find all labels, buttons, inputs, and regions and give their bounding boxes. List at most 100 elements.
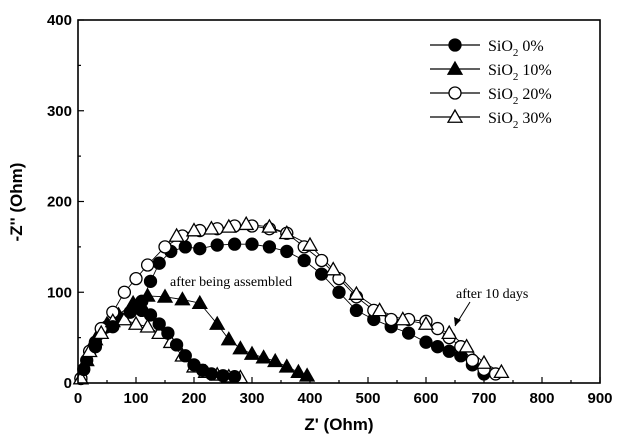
data-point-series-3 [127,315,145,330]
data-point-series-4 [77,362,91,377]
data-point-series-0 [314,267,329,281]
data-point-series-5 [238,215,255,231]
legend-marker [446,108,464,123]
data-point-series-0 [152,256,166,270]
annotation-10-days: after 10 days [456,287,528,302]
legend-label: SiO2 30% [488,110,552,131]
data-point-series-1 [209,315,226,330]
x-tick-label: 200 [181,390,206,407]
y-tick-label: 200 [47,194,72,211]
data-point-series-3 [93,324,110,339]
data-point-series-2 [430,321,445,336]
data-point-series-4 [161,326,175,340]
data-point-series-5 [278,224,295,240]
data-point-series-2 [129,271,143,286]
data-point-series-5 [475,354,493,369]
x-tick-label: 100 [123,390,148,407]
x-tick-label: 700 [471,390,496,407]
data-point-series-1 [298,367,316,382]
data-point-series-1 [156,288,174,303]
annotation-arrowhead [454,317,461,326]
data-point-series-5 [203,220,220,235]
data-point-series-0 [349,303,364,318]
data-point-series-0 [419,335,433,349]
data-point-series-5 [458,338,475,353]
y-tick-label: 0 [64,375,72,392]
data-point-series-2 [384,312,398,327]
data-point-series-0 [245,237,259,251]
data-point-series-5 [348,285,365,300]
data-point-series-4 [106,320,120,334]
data-point-series-5 [371,302,388,317]
data-point-series-1 [139,287,156,302]
data-point-series-2 [117,285,132,299]
data-point-series-2 [465,353,480,367]
data-point-series-1 [220,331,237,346]
data-point-series-4 [227,369,242,384]
plot-frame [77,19,601,384]
data-point-series-5 [325,261,342,276]
x-tick-label: 0 [74,390,82,407]
data-point-series-3 [116,311,133,326]
data-point-series-1 [290,363,307,379]
data-point-series-0 [442,344,456,358]
data-point-series-0 [332,285,346,299]
data-point-series-2 [140,258,155,272]
data-points [72,215,510,386]
legend: SiO2 0% SiO2 10% SiO2 20% SiO2 30% [430,38,552,131]
data-point-series-0 [143,274,158,289]
legend-label: SiO2 20% [488,86,552,107]
legend-marker [448,86,462,100]
data-point-series-1 [267,352,284,368]
data-point-series-1 [191,294,208,310]
data-point-series-2 [314,253,329,268]
data-point-series-0 [430,340,445,354]
data-point-series-1 [243,345,261,360]
data-point-series-0 [262,240,277,254]
x-tick-label: 400 [297,390,322,407]
data-point-series-5 [185,222,203,237]
data-point-series-0 [297,253,311,268]
data-point-series-4 [216,369,230,383]
x-tick-label: 900 [587,390,612,407]
legend-marker [446,60,464,75]
data-point-series-4 [169,338,184,352]
y-tick-label: 100 [47,284,72,301]
data-point-series-5 [493,363,510,379]
data-point-series-5 [220,218,237,233]
tick-labels: 0 100 200 300 400 500 600 700 800 900 0 100 200 300 40… [47,12,613,407]
data-point-series-0 [280,244,294,259]
legend-marker [448,38,462,52]
data-point-series-0 [227,237,242,251]
data-point-series-4 [178,349,192,363]
x-tick-label: 800 [529,390,554,407]
annotation-assembled: after being assembled [170,275,292,290]
x-tick-label: 500 [355,390,380,407]
x-axis-title: Z' (Ohm) [304,415,373,434]
data-point-series-5 [441,324,458,339]
x-tick-label: 300 [239,390,264,407]
data-point-series-0 [210,238,224,252]
data-point-series-1 [255,349,272,364]
data-point-series-4 [152,317,166,331]
data-point-series-1 [232,340,249,355]
data-point-series-3 [139,318,156,333]
data-point-series-5 [301,236,319,251]
data-point-series-5 [261,218,278,233]
data-point-series-2 [158,240,172,254]
data-point-series-5 [394,311,411,326]
y-axis-title: -Z'' (Ohm) [7,163,26,242]
data-point-series-4 [88,340,103,354]
legend-label: SiO2 10% [488,62,552,83]
data-point-series-4 [204,367,219,381]
data-point-series-1 [174,291,191,306]
data-point-series-5 [417,315,435,330]
data-point-series-4 [123,305,137,319]
x-tick-label: 600 [413,390,438,407]
data-point-series-0 [401,326,416,340]
data-point-series-5 [168,227,185,242]
y-tick-label: 300 [47,103,72,120]
data-point-series-1 [278,358,295,373]
data-point-series-0 [178,240,192,254]
